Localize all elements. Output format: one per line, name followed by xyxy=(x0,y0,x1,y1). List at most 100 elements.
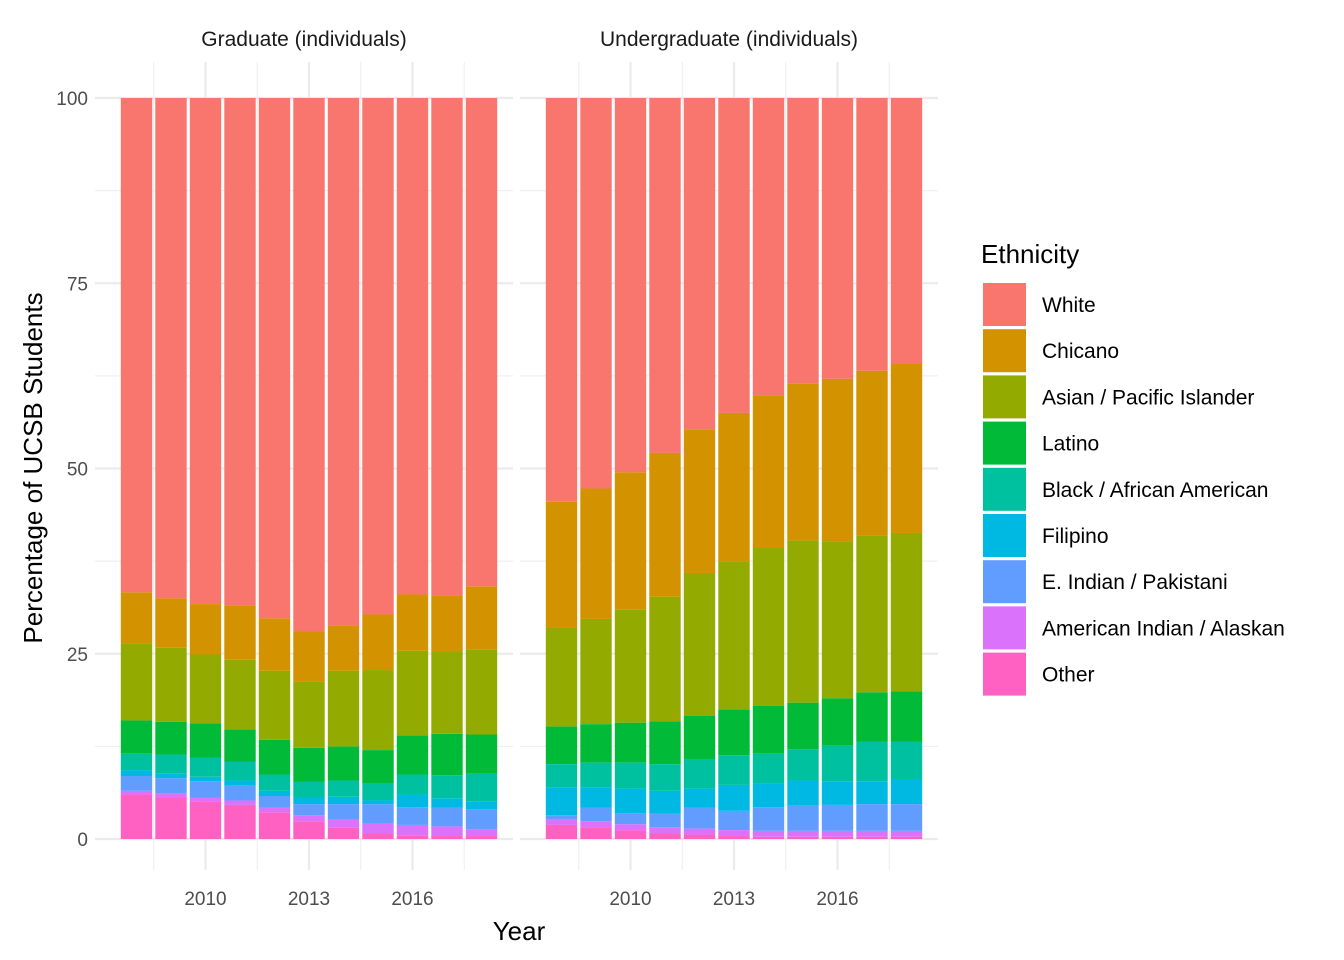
bar-segment-white-2013 xyxy=(293,98,325,632)
bar-segment-filipino-2013 xyxy=(718,784,750,811)
bar-segment-asian-pacific-islander-2018 xyxy=(890,532,923,692)
bar-segment-black-african-american-2017 xyxy=(856,741,888,782)
bar-segment-latino-2016 xyxy=(396,735,429,775)
bar-segment-black-african-american-2009 xyxy=(580,762,612,788)
bar-segment-chicano-2018 xyxy=(890,364,923,533)
bar-segment-chicano-2011 xyxy=(649,452,681,597)
bar-segment-e-indian-pakistani-2014 xyxy=(327,804,360,819)
legend: Ethnicity White Chicano Asian / Pacific Is… xyxy=(981,239,1285,696)
bar-segment-latino-2015 xyxy=(362,750,394,784)
bar-segment-other-2008 xyxy=(545,824,578,839)
bar-segment-american-indian-alaskan-2012 xyxy=(258,807,291,813)
bar-segment-e-indian-pakistani-2010 xyxy=(189,781,222,798)
bar-segment-chicano-2010 xyxy=(189,604,222,655)
bar-segment-asian-pacific-islander-2009 xyxy=(580,618,612,725)
bar-segment-filipino-2015 xyxy=(787,780,819,806)
bar-segment-chicano-2012 xyxy=(683,429,716,573)
bar-segment-american-indian-alaskan-2009 xyxy=(580,821,612,828)
y-tick-label: 75 xyxy=(67,274,88,295)
bar-segment-chicano-2016 xyxy=(396,594,429,651)
bar-segment-filipino-2008 xyxy=(120,770,153,777)
bar-segment-black-african-american-2017 xyxy=(431,775,463,799)
bars xyxy=(120,98,498,839)
bar-segment-black-african-american-2013 xyxy=(293,781,325,798)
y-tick-label: 25 xyxy=(67,645,88,666)
bar-segment-chicano-2009 xyxy=(155,598,187,648)
x-tick-label: 2016 xyxy=(816,889,858,910)
bar-segment-white-2016 xyxy=(396,98,429,595)
bar-segment-asian-pacific-islander-2014 xyxy=(752,547,785,706)
bar-segment-american-indian-alaskan-2008 xyxy=(120,790,153,795)
bar-segment-e-indian-pakistani-2013 xyxy=(718,810,750,831)
bar-segment-other-2017 xyxy=(856,836,888,839)
y-axis: 0 25 50 75 100 xyxy=(56,89,88,851)
legend-label: E. Indian / Pakistani xyxy=(1042,571,1228,594)
x-tick-label: 2013 xyxy=(713,889,755,910)
bar-segment-latino-2015 xyxy=(787,702,819,750)
bar-segment-chicano-2013 xyxy=(718,412,750,562)
bar-segment-latino-2014 xyxy=(327,746,360,781)
bar-segment-latino-2009 xyxy=(155,721,187,755)
bar-segment-e-indian-pakistani-2016 xyxy=(821,804,854,831)
panel-title: Undergraduate (individuals) xyxy=(600,28,858,51)
legend-key xyxy=(983,606,1026,650)
bar-segment-filipino-2014 xyxy=(752,783,785,808)
bar-segment-filipino-2012 xyxy=(258,790,291,797)
bar-segment-white-2014 xyxy=(327,98,360,626)
bar-segment-american-indian-alaskan-2015 xyxy=(787,830,819,837)
y-axis-title: Percentage of UCSB Students xyxy=(18,292,48,643)
legend-key xyxy=(983,514,1026,557)
bar-segment-other-2013 xyxy=(718,836,750,839)
bar-segment-american-indian-alaskan-2013 xyxy=(718,830,750,837)
bar-segment-other-2009 xyxy=(580,827,612,839)
bar-segment-other-2018 xyxy=(890,836,923,839)
bar-segment-asian-pacific-islander-2010 xyxy=(614,609,647,723)
bar-segment-latino-2017 xyxy=(431,733,463,776)
bar-segment-american-indian-alaskan-2011 xyxy=(224,800,256,805)
bar-segment-asian-pacific-islander-2015 xyxy=(787,540,819,703)
bar-segment-black-african-american-2010 xyxy=(614,762,647,789)
bar-segment-black-african-american-2012 xyxy=(683,758,716,789)
y-tick-label: 0 xyxy=(77,830,88,851)
legend-key xyxy=(983,283,1026,326)
legend-item-filipino: Filipino xyxy=(983,514,1109,557)
bar-segment-black-african-american-2011 xyxy=(649,764,681,791)
bar-segment-latino-2018 xyxy=(465,734,498,774)
bar-segment-other-2013 xyxy=(293,821,325,839)
bar-segment-black-african-american-2008 xyxy=(120,753,153,771)
bar-segment-latino-2014 xyxy=(752,705,785,754)
bar-segment-e-indian-pakistani-2015 xyxy=(362,804,394,824)
bar-segment-black-african-american-2018 xyxy=(890,741,923,779)
bar-segment-white-2010 xyxy=(614,98,647,473)
panel-title: Graduate (individuals) xyxy=(201,28,406,51)
bar-segment-e-indian-pakistani-2008 xyxy=(545,815,578,820)
bar-segment-white-2011 xyxy=(649,98,681,453)
bar-segment-black-african-american-2014 xyxy=(327,780,360,797)
legend-item-e-indian-pakistani: E. Indian / Pakistani xyxy=(983,560,1228,604)
bar-segment-asian-pacific-islander-2008 xyxy=(545,627,578,727)
bar-segment-american-indian-alaskan-2012 xyxy=(683,828,716,835)
legend-item-asian-pacific-islander: Asian / Pacific Islander xyxy=(983,375,1254,419)
bar-segment-american-indian-alaskan-2009 xyxy=(155,793,187,798)
bar-segment-other-2009 xyxy=(155,797,187,839)
bar-segment-filipino-2017 xyxy=(431,798,463,808)
legend-item-black-african-american: Black / African American xyxy=(983,467,1268,511)
bar-segment-other-2011 xyxy=(649,833,681,839)
bar-segment-latino-2008 xyxy=(545,726,578,765)
bar-segment-filipino-2016 xyxy=(821,781,854,805)
bar-segment-other-2012 xyxy=(683,834,716,839)
bar-segment-american-indian-alaskan-2010 xyxy=(189,797,222,802)
bar-segment-asian-pacific-islander-2010 xyxy=(189,654,222,724)
bar-segment-e-indian-pakistani-2017 xyxy=(856,804,888,831)
legend-key xyxy=(983,375,1026,419)
x-axis-title: Year xyxy=(493,916,546,946)
bar-segment-white-2015 xyxy=(362,98,394,615)
bar-segment-american-indian-alaskan-2018 xyxy=(890,830,923,837)
bar-segment-american-indian-alaskan-2016 xyxy=(396,824,429,836)
bar-segment-chicano-2017 xyxy=(431,595,463,652)
bar-segment-white-2013 xyxy=(718,98,750,413)
bar-segment-e-indian-pakistani-2011 xyxy=(649,813,681,828)
bar-segment-e-indian-pakistani-2018 xyxy=(465,809,498,830)
bar-segment-filipino-2014 xyxy=(327,796,360,805)
